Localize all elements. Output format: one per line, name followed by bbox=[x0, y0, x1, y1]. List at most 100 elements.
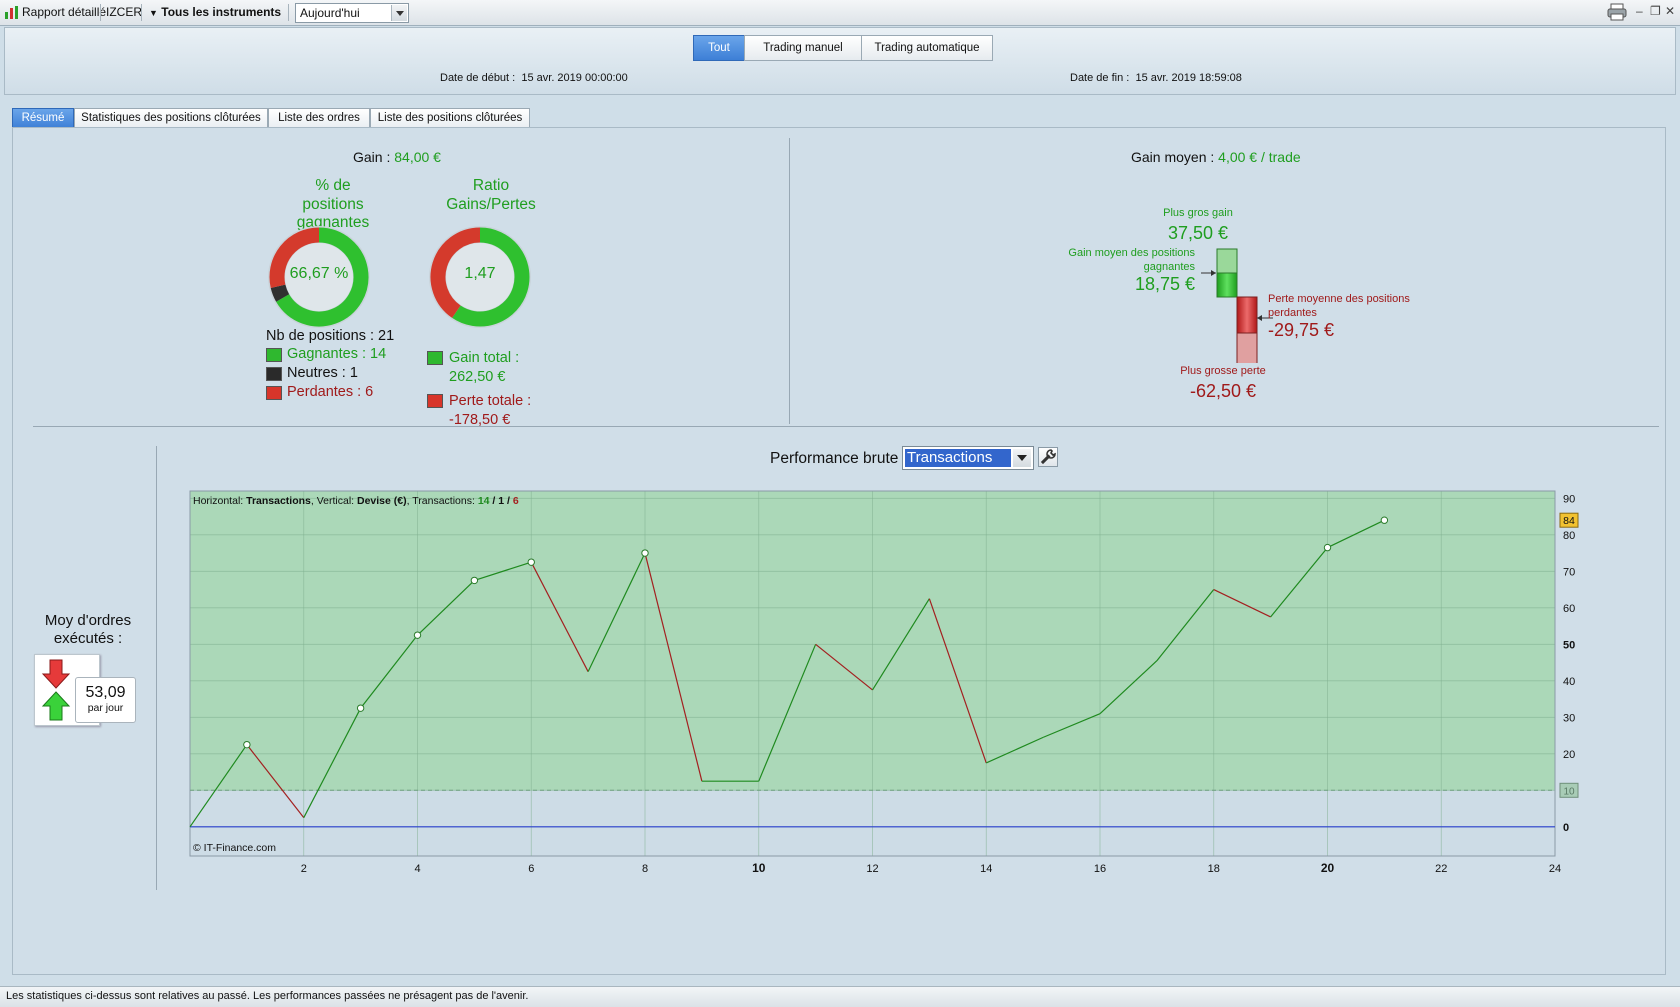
win-donut-center bbox=[285, 243, 353, 311]
chevron-down-icon[interactable] bbox=[1013, 449, 1031, 467]
nb-positions: Nb de positions : 21 bbox=[266, 328, 395, 344]
data-point bbox=[413, 631, 422, 639]
performance-select[interactable]: Transactions bbox=[902, 446, 1034, 470]
horizontal-divider bbox=[33, 426, 1659, 427]
tab-closed-stats[interactable]: Statistiques des positions clôturées bbox=[74, 108, 268, 128]
last-value-tag bbox=[1559, 512, 1579, 528]
ratio-donut-loss-slice bbox=[430, 227, 481, 318]
avg-win-label: Gain moyen des positions gagnantes bbox=[1068, 247, 1195, 273]
gain-loss-bars bbox=[1201, 248, 1273, 363]
ratio-donut-center bbox=[446, 243, 514, 311]
last-value-label: 84 bbox=[1563, 515, 1575, 527]
toolbar: Rapport détaillé IZCER ▼ Tous les instru… bbox=[0, 0, 1680, 26]
biggest-loss-label: Plus grosse perte bbox=[1180, 365, 1266, 377]
segment-all[interactable]: Tout bbox=[693, 35, 745, 61]
y-tick-label: 60 bbox=[1563, 603, 1575, 615]
gain-total: Gain total : 262,50 € bbox=[449, 350, 520, 385]
series-segment bbox=[530, 561, 589, 672]
x-tick-label: 8 bbox=[642, 863, 648, 875]
period-select[interactable]: Aujourd'hui bbox=[295, 3, 409, 23]
tab-orders[interactable]: Liste des ordres bbox=[268, 108, 370, 128]
orders-value-box: 53,09 par jour bbox=[75, 677, 136, 723]
x-tick-label: 24 bbox=[1549, 863, 1561, 875]
x-tick-label: 10 bbox=[752, 861, 766, 875]
header-panel: Tout Trading manuel Trading automatique … bbox=[4, 27, 1676, 95]
end-date: Date de fin : 15 avr. 2019 18:59:08 bbox=[1070, 72, 1242, 84]
gain-summary: Gain : 84,00 € bbox=[353, 149, 441, 165]
biggest-loss-value: -62,50 € bbox=[1189, 381, 1257, 401]
series-segment bbox=[360, 634, 418, 709]
series-segment bbox=[928, 598, 987, 764]
series-segment bbox=[417, 579, 475, 636]
chevron-down-icon[interactable] bbox=[391, 5, 407, 21]
instruments-dropdown[interactable]: ▼ Tous les instruments bbox=[149, 5, 282, 19]
y-tick-label: 80 bbox=[1563, 530, 1575, 542]
series-segment bbox=[1327, 519, 1385, 549]
series-segment bbox=[587, 552, 646, 672]
summary-content: Gain : 84,00 € % de positions gagnantes … bbox=[12, 127, 1666, 975]
performance-title: Performance brute bbox=[770, 450, 899, 467]
losers-count: Perdantes : 6 bbox=[287, 384, 374, 400]
legend-gain-total-swatch bbox=[427, 351, 443, 365]
tab-summary[interactable]: Résumé bbox=[12, 108, 74, 128]
start-date: Date de début : 15 avr. 2019 00:00:00 bbox=[440, 72, 628, 84]
win-pct-donut bbox=[268, 226, 370, 328]
ratio-value: 1,47 bbox=[464, 265, 496, 282]
chevron-down-icon: ▼ bbox=[149, 8, 158, 18]
avg-loss-label: Perte moyenne des positions perdantes bbox=[1268, 293, 1410, 319]
report-label[interactable]: Rapport détaillé bbox=[22, 5, 107, 19]
legend-losers-swatch bbox=[266, 386, 282, 400]
series-segment bbox=[815, 643, 873, 691]
legend-loss-total-swatch bbox=[427, 394, 443, 408]
x-tick-label: 14 bbox=[980, 863, 992, 875]
orders-unit: par jour bbox=[87, 702, 124, 714]
y-tick-label: 90 bbox=[1563, 493, 1575, 505]
close-icon[interactable]: ✕ bbox=[1665, 4, 1676, 18]
segment-manual[interactable]: Trading manuel bbox=[744, 35, 862, 61]
series-segment bbox=[303, 707, 362, 818]
wrench-icon bbox=[1040, 449, 1056, 465]
data-point bbox=[356, 704, 365, 712]
x-tick-label: 4 bbox=[414, 863, 420, 875]
wrench-button[interactable] bbox=[1038, 447, 1058, 467]
series-segment bbox=[1042, 713, 1101, 738]
y-tick-label: 20 bbox=[1563, 749, 1575, 761]
legend-winners-swatch bbox=[266, 348, 282, 362]
orders-value: 53,09 bbox=[85, 684, 126, 701]
win-pct-value: 66,67 % bbox=[289, 265, 349, 282]
y-tick-label: 50 bbox=[1563, 639, 1575, 651]
chart-copyright: © IT-Finance.com bbox=[193, 842, 276, 854]
x-tick-label: 22 bbox=[1435, 863, 1447, 875]
chart-info: Horizontal: Transactions, Vertical: Devi… bbox=[193, 495, 519, 507]
data-point bbox=[470, 576, 479, 585]
win-donut-neutral-slice bbox=[270, 284, 290, 302]
minimize-icon[interactable]: – bbox=[1636, 4, 1643, 18]
biggest-gain-bar bbox=[1216, 248, 1238, 274]
account-label[interactable]: IZCER bbox=[106, 5, 142, 19]
avg-gain-summary: Gain moyen : 4,00 € / trade bbox=[1131, 149, 1301, 165]
series-segment bbox=[246, 744, 305, 819]
left-column-divider bbox=[156, 446, 157, 890]
biggest-loss-bar bbox=[1236, 332, 1258, 363]
win-donut-win-slice bbox=[276, 227, 369, 327]
tab-closed-positions[interactable]: Liste des positions clôturées bbox=[370, 108, 530, 128]
data-point bbox=[243, 740, 251, 749]
report-chart-icon bbox=[4, 4, 20, 23]
legend-neutral-swatch bbox=[266, 367, 282, 381]
ratio-donut bbox=[429, 226, 531, 328]
plot-frame bbox=[189, 490, 1556, 857]
print-icon[interactable] bbox=[1607, 3, 1627, 24]
series-segment bbox=[758, 644, 817, 782]
segment-auto[interactable]: Trading automatique bbox=[861, 35, 993, 61]
y-tick-label: 30 bbox=[1563, 712, 1575, 724]
avg-win-value: 18,75 € bbox=[1134, 274, 1195, 294]
restore-icon[interactable]: ❐ bbox=[1650, 4, 1661, 18]
avg-win-bar bbox=[1216, 272, 1238, 298]
data-point bbox=[1380, 516, 1389, 524]
threshold-tag bbox=[1559, 782, 1579, 798]
biggest-gain-value: 37,50 € bbox=[1167, 223, 1229, 243]
performance-chart: 2468101214161820222401020304050607080908… bbox=[189, 490, 1579, 875]
ratio-donut-gain-slice bbox=[452, 227, 530, 327]
ratio-title: Ratio Gains/Pertes bbox=[446, 177, 536, 213]
x-tick-label: 6 bbox=[528, 863, 534, 875]
